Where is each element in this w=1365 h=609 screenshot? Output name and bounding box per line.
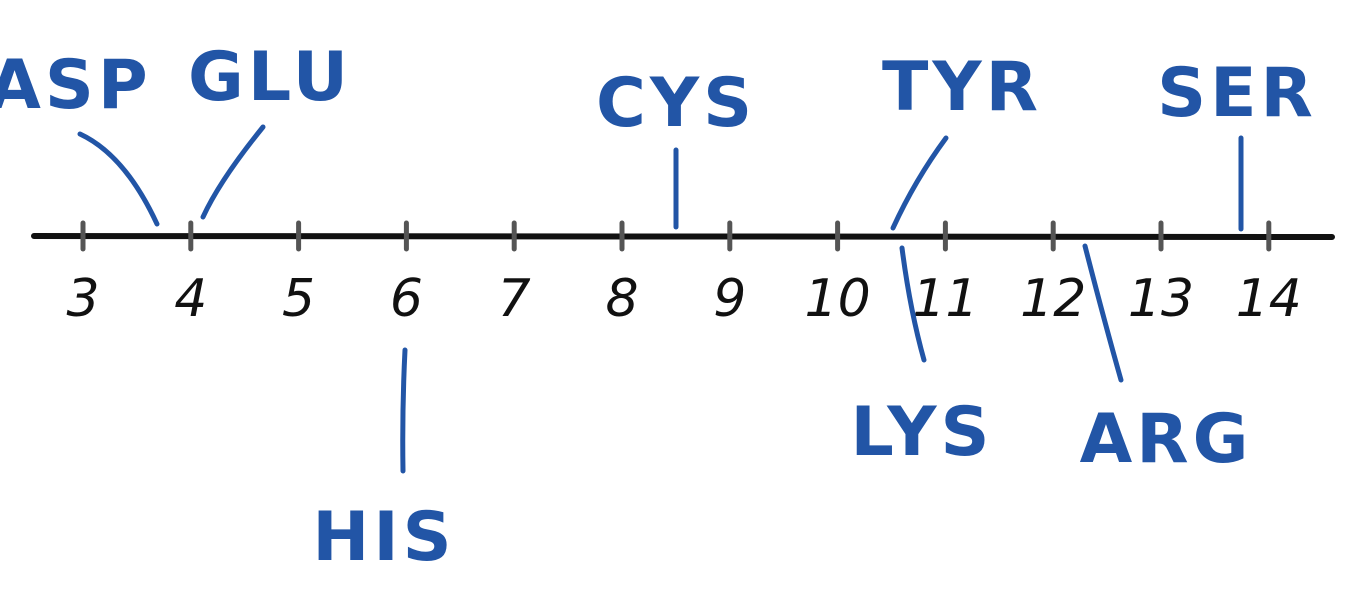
- tick-label-9: 9: [713, 269, 746, 329]
- residue-label-his: HIS: [312, 498, 455, 577]
- tick-label-6: 6: [390, 269, 423, 329]
- tick-label-8: 8: [605, 269, 638, 329]
- tick-label-14: 14: [1236, 269, 1302, 329]
- residue-label-glu: GLU: [188, 38, 352, 117]
- tick-label-4: 4: [174, 269, 207, 329]
- tick-group: 3 4 5 6 7 8 9 10 11 12 13 14: [66, 220, 1302, 329]
- residue-label-arg: ARG: [1080, 400, 1253, 479]
- tick-label-13: 13: [1128, 269, 1194, 329]
- tick-label-7: 7: [498, 269, 531, 329]
- residue-label-asp: ASP: [0, 46, 152, 125]
- pointer-line-glu: [200, 124, 266, 220]
- tick-label-3: 3: [66, 269, 99, 329]
- pointer-line-tyr: [890, 135, 949, 231]
- pointer-group: [77, 124, 1244, 474]
- tick-label-11: 11: [912, 269, 978, 329]
- tick-label-5: 5: [282, 269, 315, 329]
- pointer-line-his: [400, 347, 408, 474]
- residue-label-tyr: TYR: [882, 48, 1042, 127]
- residue-label-group: ASP GLU HIS CYS TYR LYS ARG SER: [0, 38, 1317, 577]
- pointer-line-asp: [77, 131, 160, 227]
- pointer-line-arg: [1082, 243, 1124, 383]
- pointer-line-lys: [899, 245, 927, 363]
- residue-label-lys: LYS: [851, 393, 994, 472]
- tick-label-12: 12: [1020, 269, 1086, 329]
- residue-label-cys: CYS: [596, 64, 756, 143]
- tick-label-10: 10: [805, 269, 871, 329]
- residue-label-ser: SER: [1157, 54, 1317, 133]
- number-line-axis: [31, 233, 1335, 240]
